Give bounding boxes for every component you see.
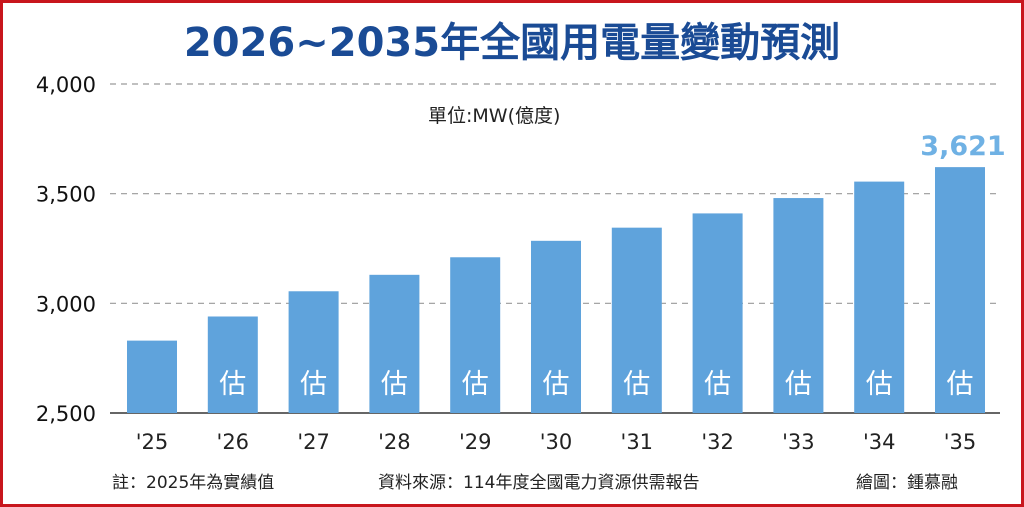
x-tick-label: '33 <box>782 430 815 454</box>
x-tick-label: '34 <box>863 430 896 454</box>
bar-estimate-label: 估 <box>462 369 489 400</box>
bar-estimate-label: 估 <box>623 369 650 400</box>
x-tick-label: '27 <box>297 430 330 454</box>
x-tick-label: '35 <box>944 430 977 454</box>
y-tick-label: 3,500 <box>36 183 96 207</box>
unit-label: 單位:MW(億度) <box>428 105 561 127</box>
bar-estimate-label: 估 <box>300 369 327 400</box>
x-tick-label: '25 <box>136 430 169 454</box>
bar <box>127 340 177 413</box>
bar-estimate-label: 估 <box>785 369 812 400</box>
bar <box>854 181 905 413</box>
x-tick-label: '31 <box>621 430 654 454</box>
y-tick-label: 2,500 <box>36 402 96 426</box>
bar-estimate-label: 估 <box>866 369 893 400</box>
bar <box>531 240 581 413</box>
bar-estimate-label: 估 <box>219 369 246 400</box>
data-label: 3,621 <box>920 131 1005 162</box>
x-tick-label: '28 <box>378 430 411 454</box>
bar-estimate-label: 估 <box>947 369 974 400</box>
y-tick-label: 4,000 <box>36 73 96 97</box>
bar <box>288 291 339 413</box>
x-tick-label: '32 <box>701 430 734 454</box>
bar-estimate-label: 估 <box>543 369 570 400</box>
bar <box>773 198 824 413</box>
bar <box>692 213 743 413</box>
bar <box>450 257 501 413</box>
bar <box>369 274 420 413</box>
bar-estimate-label: 估 <box>381 369 408 400</box>
bar <box>935 167 985 413</box>
bar <box>611 227 662 413</box>
footer-note: 註：2025年為實績值 <box>112 473 275 493</box>
bar <box>207 316 258 413</box>
y-tick-label: 3,000 <box>36 292 96 316</box>
x-tick-label: '30 <box>540 430 573 454</box>
bar-estimate-label: 估 <box>704 369 731 400</box>
x-tick-label: '29 <box>459 430 492 454</box>
footer-credit: 繪圖：鍾慕融 <box>856 473 958 493</box>
chart-title: 2026~2035年全國用電量變動預測 <box>183 20 841 66</box>
x-tick-label: '26 <box>217 430 250 454</box>
footer-source: 資料來源：114年度全國電力資源供需報告 <box>378 473 700 493</box>
